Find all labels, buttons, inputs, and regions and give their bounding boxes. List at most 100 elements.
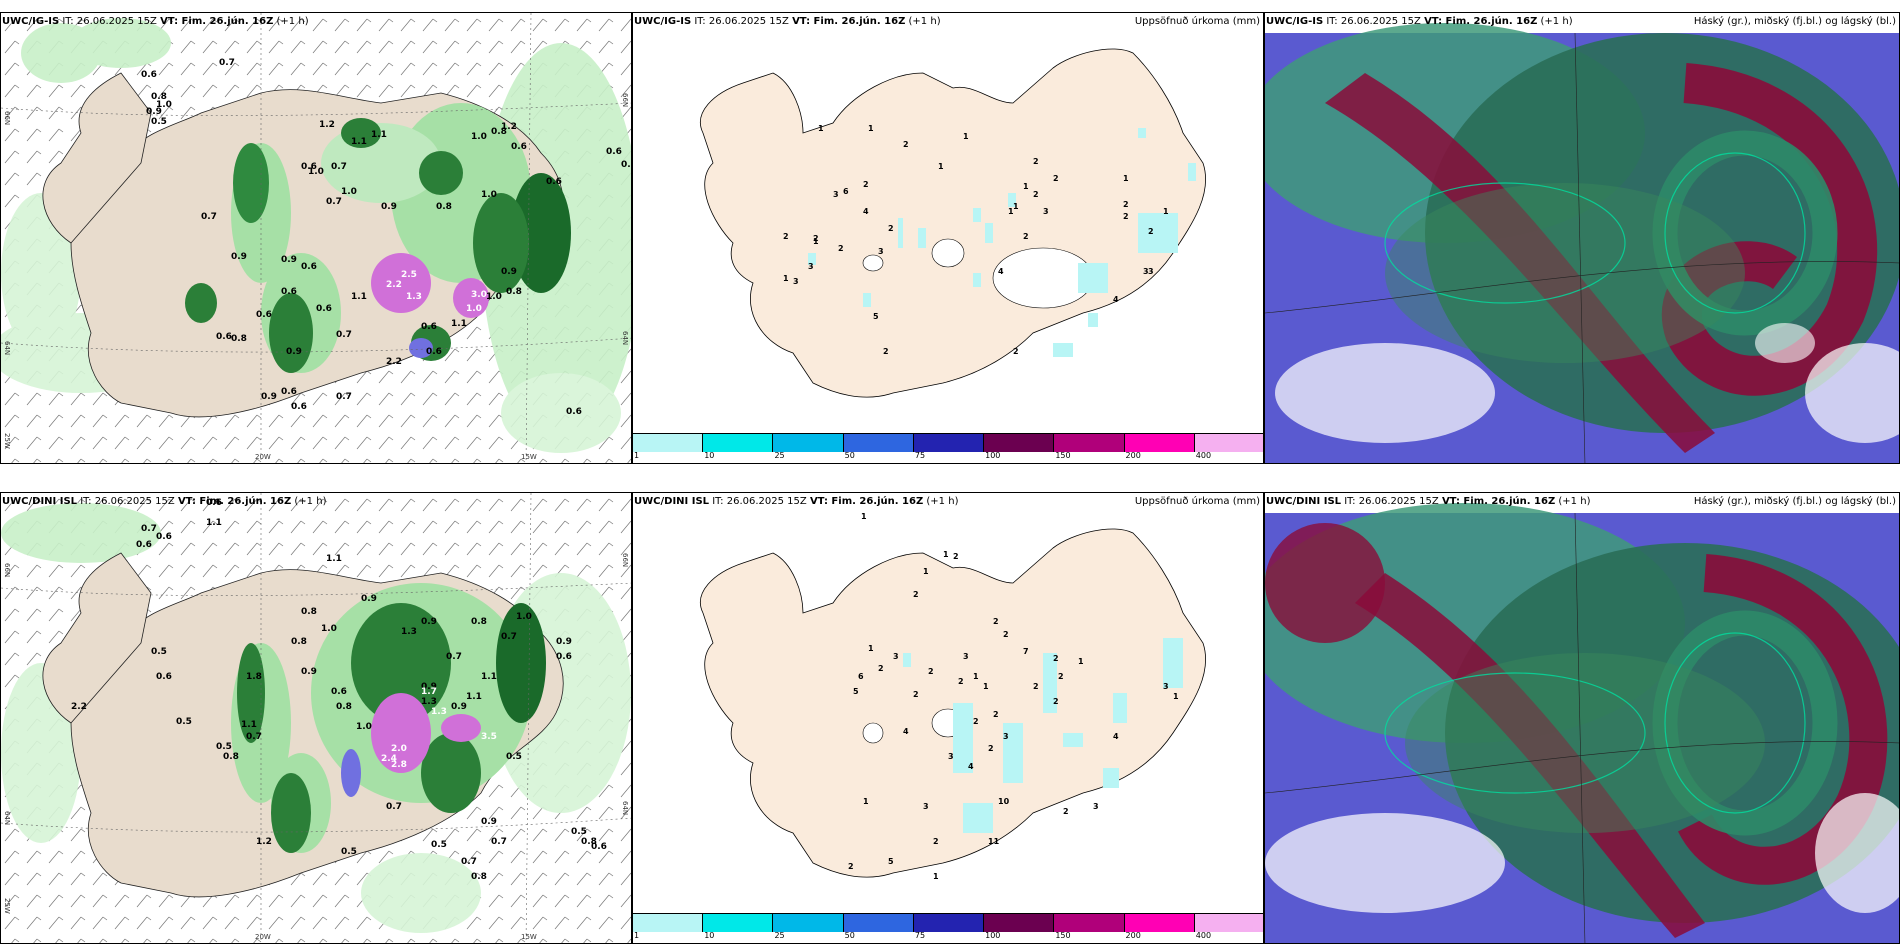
accum-value-label: 3 <box>1148 267 1154 276</box>
colorbar-tick-label: 75 <box>914 451 926 460</box>
colorbar-tick-label: 200 <box>1125 451 1141 460</box>
precip-value-label: 0.6 <box>141 70 157 80</box>
accum-value-label: 2 <box>1033 157 1039 166</box>
colorbar-tick-label: 1 <box>634 451 640 460</box>
cloud-cover-map <box>1265 23 1899 463</box>
accum-value-label: 1 <box>963 132 969 141</box>
accum-value-label: 2 <box>1053 174 1059 183</box>
accum-value-label: 2 <box>1023 232 1029 241</box>
lon-label-20w: 20W <box>255 453 271 461</box>
accum-value-label: 2 <box>783 232 789 241</box>
precip-value-label: 1.1 <box>371 130 387 140</box>
lon-label-25w: 25W <box>3 898 11 914</box>
precip-value-label: 0.8 <box>506 287 522 297</box>
panel-precip-rate-dini: UWC/DINI ISL IT: 26.06.2025 15Z VT: Fim.… <box>0 492 632 944</box>
precip-value-label: 0.6 <box>566 407 582 417</box>
colorbar-tick-label: 50 <box>844 451 855 460</box>
accum-value-label: 1 <box>1123 174 1129 183</box>
precip-value-label: 0.7 <box>336 330 352 340</box>
accum-value-label: 3 <box>1003 732 1009 741</box>
precip-value-label-high: 1.0 <box>466 304 482 314</box>
accum-value-label: 2 <box>1013 347 1019 356</box>
accum-value-label: 1 <box>783 274 789 283</box>
panel-header: UWC/DINI ISL IT: 26.06.2025 15Z VT: Fim.… <box>2 496 327 507</box>
precip-value-label: 0.5 <box>571 827 587 837</box>
precip-value-label: 1.0 <box>308 167 324 177</box>
lat-label-64n: 64N <box>3 341 11 356</box>
accum-value-label: 1 <box>943 550 949 559</box>
precip-value-label: 0.6 <box>426 347 442 357</box>
precip-value-label: 0.7 <box>201 212 217 222</box>
accum-value-label: 3 <box>923 802 929 811</box>
precip-value-label: 0.5 <box>216 742 232 752</box>
colorbar-segment <box>1124 914 1195 932</box>
precip-value-label: 0.7 <box>386 802 402 812</box>
accum-value-label: 2 <box>993 617 999 626</box>
panel-header: UWC/DINI ISL IT: 26.06.2025 15Z VT: Fim.… <box>634 496 959 507</box>
precip-value-label: 0.6 <box>156 532 172 542</box>
panel-header: UWC/IG-IS IT: 26.06.2025 15Z VT: Fim. 26… <box>2 16 309 27</box>
precip-value-label: 0.5 <box>151 117 167 127</box>
accum-value-label: 4 <box>968 762 974 771</box>
precip-value-label: 0.9 <box>286 347 302 357</box>
accum-value-label: 4 <box>1113 295 1119 304</box>
accum-value-label: 2 <box>1003 630 1009 639</box>
precip-value-label-high: 3.5 <box>481 732 497 742</box>
accum-value-label: 2 <box>883 347 889 356</box>
accum-value-label: 1 <box>868 124 874 133</box>
accum-value-label: 2 <box>813 234 819 243</box>
colorbar-segment <box>633 914 704 932</box>
precip-value-label: 0.7 <box>336 392 352 402</box>
accum-value-label: 2 <box>913 590 919 599</box>
accum-value-label: 10 <box>998 797 1010 806</box>
accum-value-label: 2 <box>993 710 999 719</box>
precip-value-label-high: 2.8 <box>391 760 407 770</box>
precip-colorbar <box>633 433 1263 452</box>
precip-value-label: 1.2 <box>501 122 517 132</box>
accum-value-label: 2 <box>1123 200 1129 209</box>
precip-value-label: 0.5 <box>431 840 447 850</box>
accum-value-label: 2 <box>878 664 884 673</box>
precip-value-label: 0.6 <box>316 304 332 314</box>
accum-value-label: 7 <box>1023 647 1029 656</box>
precip-value-label: 0.6 <box>421 322 437 332</box>
precip-value-label: 0.7 <box>446 652 462 662</box>
accum-precip-map <box>700 48 1207 398</box>
accum-value-label: 2 <box>888 224 894 233</box>
precip-value-label: 0.9 <box>146 107 162 117</box>
accum-value-label: 3 <box>808 262 814 271</box>
panel-header: UWC/DINI ISL IT: 26.06.2025 15Z VT: Fim.… <box>1266 496 1591 507</box>
colorbar-tick-label: 10 <box>704 451 715 460</box>
precip-value-label: 1.1 <box>466 692 482 702</box>
precip-value-label: 0.9 <box>556 637 572 647</box>
colorbar-segment <box>1054 434 1125 452</box>
accum-value-label: 5 <box>873 312 879 321</box>
precip-value-label: 1.3 <box>401 627 417 637</box>
precip-value-label: 0.7 <box>246 732 262 742</box>
precip-value-label: 0.5 <box>151 647 167 657</box>
precip-value-label: 0.6 <box>281 287 297 297</box>
precip-value-label: 1.8 <box>246 672 262 682</box>
colorbar-segment <box>773 434 844 452</box>
accum-value-label: 1 <box>938 162 944 171</box>
colorbar-segment <box>703 434 774 452</box>
accum-value-label: 2 <box>838 244 844 253</box>
precip-value-label: 0.8 <box>291 637 307 647</box>
colorbar-segment <box>843 434 914 452</box>
accum-value-label: 1 <box>868 644 874 653</box>
accum-value-label: 1 <box>1008 207 1014 216</box>
accum-value-label: 3 <box>948 752 954 761</box>
precip-value-label-high: 2.5 <box>401 270 417 280</box>
precip-value-label: 1.1 <box>481 672 497 682</box>
precip-value-label: 1.3 <box>421 697 437 707</box>
precip-value-label: 0.7 <box>331 162 347 172</box>
precip-value-label: 0.8 <box>336 702 352 712</box>
precip-value-label: 0.8 <box>223 752 239 762</box>
precip-value-label-high: 2.2 <box>386 280 402 290</box>
precip-value-label: 0.9 <box>501 267 517 277</box>
accum-value-label: 2 <box>1063 807 1069 816</box>
accum-value-label: 4 <box>998 267 1004 276</box>
colorbar-tick-label: 200 <box>1125 931 1141 940</box>
precip-value-label: 0.5 <box>341 847 357 857</box>
precip-value-label: 2.2 <box>386 357 402 367</box>
